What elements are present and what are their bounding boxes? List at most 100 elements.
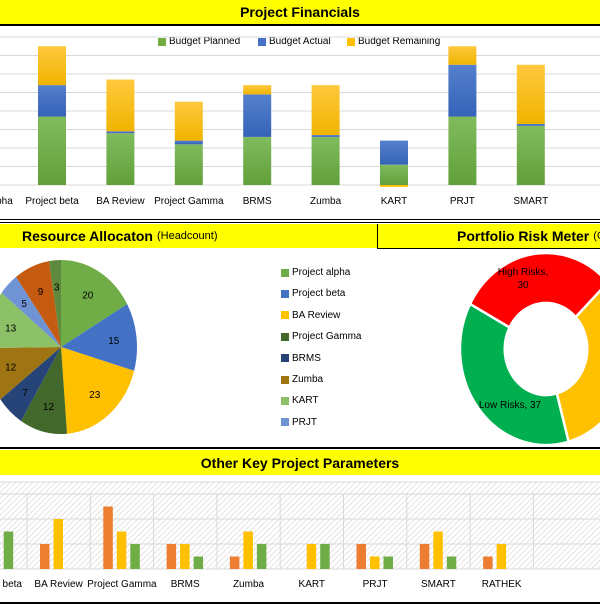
legend-label: Zumba bbox=[292, 374, 324, 385]
legend-label: Budget Actual bbox=[269, 36, 331, 47]
legend-item: BRMS bbox=[281, 353, 321, 364]
financials-bar bbox=[174, 101, 203, 141]
parameter-bar bbox=[483, 556, 493, 569]
parameter-bar bbox=[496, 544, 507, 569]
financials-bar bbox=[380, 164, 408, 185]
pie-slice bbox=[0, 347, 61, 400]
divider bbox=[0, 222, 600, 223]
financials-bar bbox=[380, 140, 408, 165]
pie-slice bbox=[0, 347, 62, 421]
financials-title: Project Financials bbox=[240, 4, 360, 20]
legend-label: Budget Remaining bbox=[358, 36, 441, 47]
legend-swatch bbox=[347, 37, 355, 46]
legend-swatch bbox=[281, 418, 289, 427]
pie-data-label: 5 bbox=[21, 299, 27, 310]
donut-label-low: Low Risks, 37 bbox=[479, 400, 542, 411]
financials-category-label: PRJT bbox=[450, 196, 475, 207]
legend-swatch bbox=[258, 37, 266, 46]
pie-slice bbox=[49, 260, 61, 347]
financials-bar bbox=[311, 85, 340, 136]
financials-bar bbox=[174, 144, 203, 185]
legend-label: PRJT bbox=[292, 416, 317, 428]
financials-category-label: KART bbox=[381, 196, 408, 207]
donut-slice bbox=[468, 251, 600, 330]
pie-slice bbox=[61, 260, 128, 347]
financials-bar bbox=[516, 123, 545, 126]
risk-header: Portfolio Risk Meter (C bbox=[378, 224, 600, 248]
divider bbox=[0, 602, 600, 604]
divider bbox=[0, 447, 600, 449]
parameter-bar bbox=[180, 544, 190, 569]
parameter-bar bbox=[419, 544, 430, 569]
legend-item: KART bbox=[281, 395, 319, 406]
legend-item: Project Gamma bbox=[281, 331, 361, 342]
risk-subtitle: (C bbox=[593, 230, 600, 242]
divider bbox=[0, 24, 600, 26]
parameter-bar bbox=[356, 544, 366, 569]
parameter-bar bbox=[3, 531, 14, 569]
legend-item: PRJT bbox=[281, 417, 317, 428]
resource-header: Resource Allocaton (Headcount) bbox=[0, 224, 377, 248]
financials-bar bbox=[380, 185, 408, 187]
financials-category-label: BRMS bbox=[243, 196, 272, 207]
pie-data-label: 12 bbox=[43, 402, 55, 413]
legend-item: Budget Planned bbox=[158, 36, 240, 47]
donut-slice bbox=[458, 302, 571, 447]
legend-swatch bbox=[281, 375, 289, 384]
financials-category-label: Project beta bbox=[25, 196, 79, 207]
parameter-bar bbox=[116, 531, 127, 569]
divider bbox=[0, 219, 600, 220]
parameter-bar bbox=[433, 531, 443, 569]
legend-swatch bbox=[158, 37, 166, 46]
parameter-category-label: RATHEK bbox=[482, 579, 522, 590]
donut-slice bbox=[555, 288, 600, 444]
pie-data-label: 9 bbox=[38, 287, 44, 298]
legend-swatch bbox=[281, 332, 289, 341]
pie-data-label: 12 bbox=[5, 363, 17, 374]
financials-bar bbox=[243, 85, 272, 95]
financials-bar bbox=[311, 135, 340, 137]
resource-subtitle: (Headcount) bbox=[156, 230, 218, 242]
legend-swatch bbox=[281, 311, 289, 320]
legend-label: BRMS bbox=[292, 352, 321, 364]
parameter-bar bbox=[370, 556, 380, 569]
pie-slice bbox=[20, 347, 68, 435]
parameter-category-label: Project beta bbox=[0, 579, 22, 590]
legend-item: Project alpha bbox=[281, 267, 350, 278]
parameter-bar bbox=[130, 544, 140, 569]
legend-swatch bbox=[281, 289, 289, 298]
other-header: Other Key Project Parameters bbox=[0, 450, 600, 475]
parameter-bar bbox=[446, 556, 457, 569]
parameter-bar bbox=[193, 556, 204, 569]
legend-label: KART bbox=[292, 395, 319, 407]
legend-item: Budget Actual bbox=[258, 36, 331, 47]
financials-header: Project Financials bbox=[0, 0, 600, 24]
parameter-bar bbox=[243, 531, 253, 569]
legend-item: Budget Remaining bbox=[347, 36, 440, 47]
financials-bar bbox=[243, 136, 272, 185]
financials-category-label: Zumba bbox=[310, 196, 342, 207]
financials-bar bbox=[448, 46, 477, 65]
parameter-category-label: BRMS bbox=[171, 579, 200, 590]
financials-bar bbox=[174, 140, 203, 145]
legend-label: BA Review bbox=[292, 309, 341, 321]
financials-bar bbox=[106, 79, 135, 132]
financials-bar bbox=[516, 64, 545, 124]
pie-data-label: 15 bbox=[108, 336, 120, 347]
parameter-category-label: Project Gamma bbox=[87, 579, 157, 590]
financials-category-label: Project Gamma bbox=[154, 196, 224, 207]
donut-label-high-value: 30 bbox=[517, 280, 529, 291]
legend-swatch bbox=[281, 268, 289, 277]
legend-label: Project beta bbox=[292, 288, 346, 300]
pie-data-label: 20 bbox=[82, 290, 94, 301]
financials-bar bbox=[243, 94, 272, 137]
divider bbox=[377, 224, 378, 249]
financials-category-label: BA Review bbox=[96, 196, 145, 207]
financials-bar bbox=[311, 136, 340, 185]
financials-bar bbox=[448, 64, 477, 117]
pie-data-label: 13 bbox=[5, 323, 17, 334]
financials-bar bbox=[448, 116, 477, 185]
financials-category-label: SMART bbox=[513, 196, 548, 207]
pie-data-label: 7 bbox=[22, 388, 28, 399]
